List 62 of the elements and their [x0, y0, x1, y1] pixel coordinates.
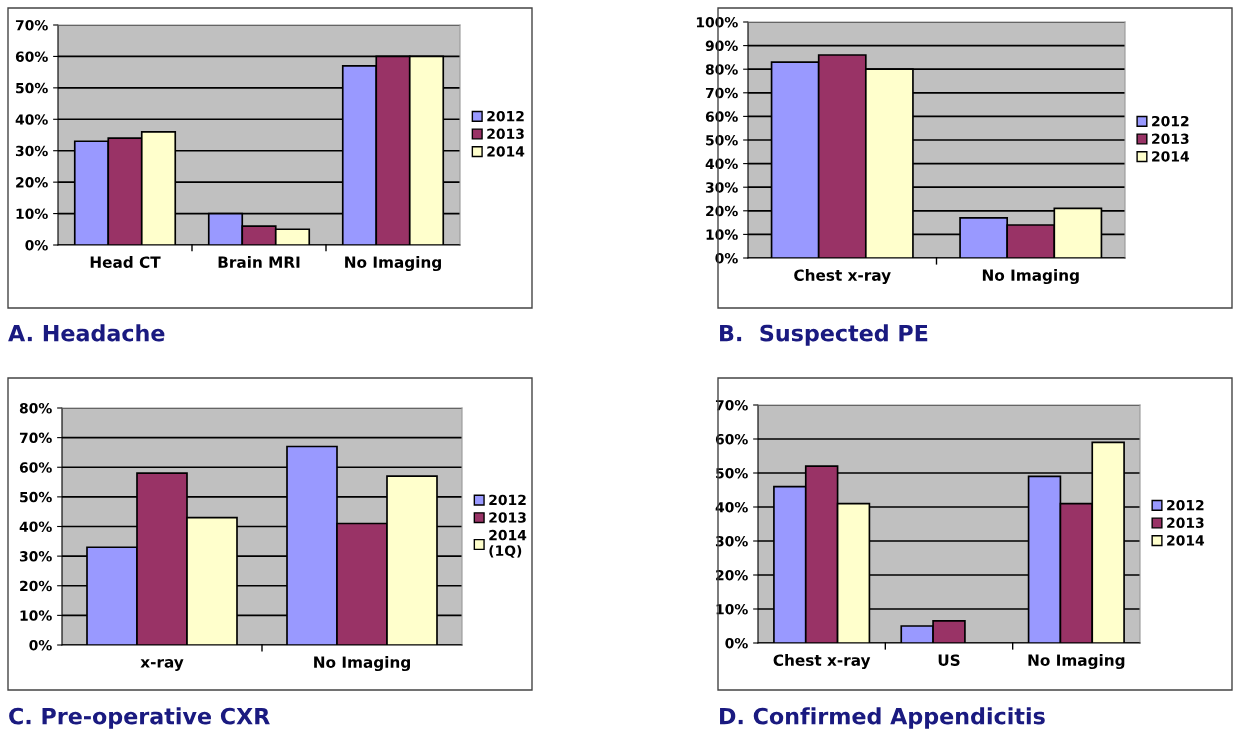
y-tick-label: 30% [715, 535, 748, 547]
y-tick-label: 10% [16, 208, 48, 220]
x-tick-label: Chest x-ray [773, 654, 871, 670]
x-tick-label: No Imaging [1028, 654, 1125, 670]
legend-label: 2014 [1167, 535, 1205, 546]
legend-label: 2014 [487, 146, 525, 157]
y-tick-label: 50% [16, 82, 48, 94]
x-tick-label: x-ray [140, 659, 184, 671]
legend-label: 2013 [1152, 133, 1189, 145]
legend-label: 2013 [489, 512, 526, 523]
y-tick-label: 60% [19, 462, 52, 473]
legend-label: 2012 [1152, 115, 1189, 127]
y-tick-label: 10% [716, 603, 748, 615]
y-tick-label: 70% [15, 19, 48, 31]
y-tick-label: 40% [705, 158, 738, 170]
legend-label: 2012 [489, 494, 526, 506]
y-tick-label: 20% [20, 580, 52, 592]
y-tick-label: 10% [20, 610, 52, 621]
text: A. Headache [8, 324, 165, 342]
legend-label: 2014 [1152, 151, 1190, 162]
y-tick-label: 80% [705, 64, 738, 75]
y-tick-label: 60% [705, 111, 738, 122]
y-tick-label: 0% [25, 239, 48, 251]
y-tick-label: 60% [15, 51, 48, 62]
x-tick-label: No Imaging [345, 256, 441, 272]
legend-label: 2014 (1Q) [489, 529, 527, 558]
x-tick-label: Head CT [90, 256, 161, 268]
text: B. Suspected PE [720, 324, 928, 346]
y-tick-label: 100% [696, 16, 738, 28]
x-tick-label: No Imaging [314, 656, 410, 672]
legend-label: 2013 [487, 128, 524, 140]
y-tick-label: 50% [20, 491, 52, 503]
x-tick-label: Brain MRI [218, 256, 300, 268]
y-tick-label: 40% [19, 521, 52, 532]
x-tick-label: Chest x-ray [794, 269, 891, 285]
y-tick-label: 0% [725, 637, 748, 649]
y-tick-label: 20% [16, 177, 48, 188]
y-tick-label: 30% [19, 551, 52, 562]
text: C. Pre-operative CXR [9, 707, 270, 729]
y-tick-label: 40% [715, 501, 748, 513]
legend-label: 2012 [1167, 499, 1204, 511]
y-tick-label: 0% [29, 639, 52, 651]
y-tick-label: 0% [715, 252, 738, 264]
y-tick-label: 80% [19, 402, 52, 414]
x-tick-label: No Imaging [982, 269, 1079, 285]
y-tick-label: 70% [19, 432, 52, 444]
text: D. Confirmed Appendicitis [720, 707, 1045, 729]
y-tick-label: 50% [716, 467, 748, 479]
y-tick-label: 40% [15, 114, 48, 125]
y-tick-label: 70% [705, 87, 738, 99]
y-tick-label: 50% [706, 134, 738, 146]
y-tick-label: 10% [706, 229, 738, 240]
y-tick-label: 30% [15, 145, 48, 157]
y-tick-label: 90% [705, 40, 738, 52]
y-tick-label: 20% [716, 569, 748, 581]
y-tick-label: 60% [715, 433, 748, 445]
y-tick-label: 30% [705, 182, 738, 193]
x-tick-label: US [938, 654, 960, 666]
y-tick-label: 70% [715, 399, 748, 411]
legend-label: 2013 [1167, 517, 1204, 529]
legend-label: 2012 [487, 110, 524, 122]
y-tick-label: 20% [706, 205, 738, 217]
